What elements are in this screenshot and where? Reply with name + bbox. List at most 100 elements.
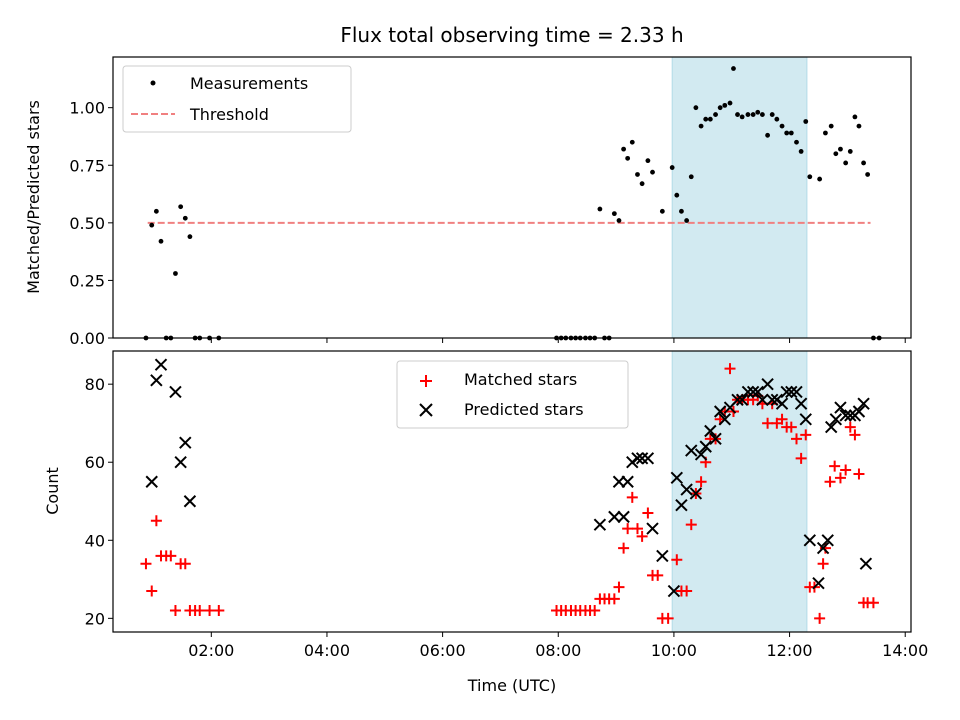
matched-stars-point [824,476,836,488]
bottom-panel: 20 40 60 80 02:00 04:00 06:00 08:00 10:00 12:00 1… [43,350,928,695]
top-y-axis-label: Matched/Predicted stars [24,100,43,294]
legend-label-predicted: Predicted stars [464,400,584,419]
matched-stars-point [681,585,693,597]
matched-stars-point [608,593,620,605]
predicted-stars-point [775,397,789,410]
matched-stars-point [867,597,879,609]
measurements-point [158,238,164,244]
x-tick-label: 06:00 [420,641,466,660]
y-tick-label: 40 [85,531,105,550]
matched-stars-point [165,550,177,562]
top-axes-frame [112,56,912,339]
predicted-stars-point [829,413,843,426]
matched-stars-point [840,464,852,476]
matched-stars-point [829,460,841,472]
measurements-point [739,114,745,120]
legend-marker-matched [420,375,432,387]
measurements-point [707,116,713,122]
measurements-point [817,176,823,182]
predicted-stars-point [839,409,852,422]
predicted-stars-point [751,385,764,399]
legend-label-matched: Matched stars [464,370,577,389]
y-tick-label: 0.25 [69,271,105,290]
predicted-stars-point [593,518,607,531]
measurements-point [847,149,853,154]
measurements-point [731,66,736,71]
predicted-stars-point [646,522,659,535]
predicted-stars-point [812,577,825,590]
predicted-stars-point [718,413,732,426]
bottom-y-axis-label: Count [43,467,62,515]
y-tick-label: 0.50 [69,214,105,233]
measurements-point [755,109,761,115]
predicted-stars-point [635,452,649,465]
measurements-point [173,271,178,276]
measurements-point [838,146,843,152]
matched-stars-point [819,542,831,554]
measurements-point [616,218,622,223]
predicted-stars-point [766,393,779,406]
matched-stars-point [853,468,865,480]
y-tick-label: 0.00 [69,329,105,348]
top-panel: 0.00 0.25 0.50 0.75 1.00 Matched/Predicted s… [24,56,912,348]
predicted-stars-point [799,413,812,426]
x-tick-label: 04:00 [304,641,350,660]
predicted-stars-point [150,374,163,387]
matched-stars-point [814,612,826,624]
measurements-point [750,112,756,117]
matched-stars-point [776,413,788,425]
measurements-point [727,100,733,106]
measurements-point [625,155,631,161]
predicted-stars-point [608,510,621,524]
legend-marker-measurements [150,80,156,86]
chart-title: Flux total observing time = 2.33 h [340,23,683,47]
measurements-point [798,149,804,154]
measurements-point [784,130,790,136]
matched-stars-point [685,519,697,531]
predicted-stars-point [169,385,182,399]
measurements-point [823,130,828,136]
matched-stars-point [844,421,856,433]
matched-stars-point [204,605,216,617]
predicted-stars-point [670,471,684,485]
predicted-stars-point [816,541,830,555]
predicted-stars-point [785,385,798,399]
measurements-point [843,160,849,166]
predicted-stars-point [756,393,769,406]
matched-stars-point [724,363,736,375]
predicted-stars-point [621,475,634,488]
measurements-point [856,123,862,129]
x-tick-label: 12:00 [767,641,813,660]
measurements-point [621,146,627,152]
matched-stars-point [213,605,225,617]
matched-stars-point [849,429,861,441]
measurements-point [679,208,684,214]
legend-label-measurements: Measurements [190,74,308,93]
measurements-point [828,123,834,129]
observing-window-span [671,56,808,339]
predicted-stars-point [631,452,644,465]
predicted-stars-point [735,393,749,406]
predicted-stars-point [699,440,712,453]
measurements-point [803,119,809,124]
top-legend: Measurements Threshold [122,65,352,133]
matched-stars-point [652,569,664,581]
matched-stars-point [146,585,158,597]
matched-stars-point [622,523,634,535]
measurements-point [149,222,155,228]
matched-stars-point [140,558,152,570]
measurements-point [684,218,690,223]
measurements-point [759,112,765,117]
measurements-point [861,160,866,166]
measurements-point [659,208,665,214]
matched-stars-point [618,542,630,554]
measurements-point [698,123,704,129]
predicted-stars-point [834,401,847,414]
predicted-stars-point [675,498,688,512]
predicted-stars-point [179,436,192,449]
measurements-point [153,208,159,214]
predicted-stars-point [859,557,873,570]
matched-stars-point [642,507,654,519]
matched-stars-point [795,452,807,464]
matched-stars-point [834,472,846,484]
